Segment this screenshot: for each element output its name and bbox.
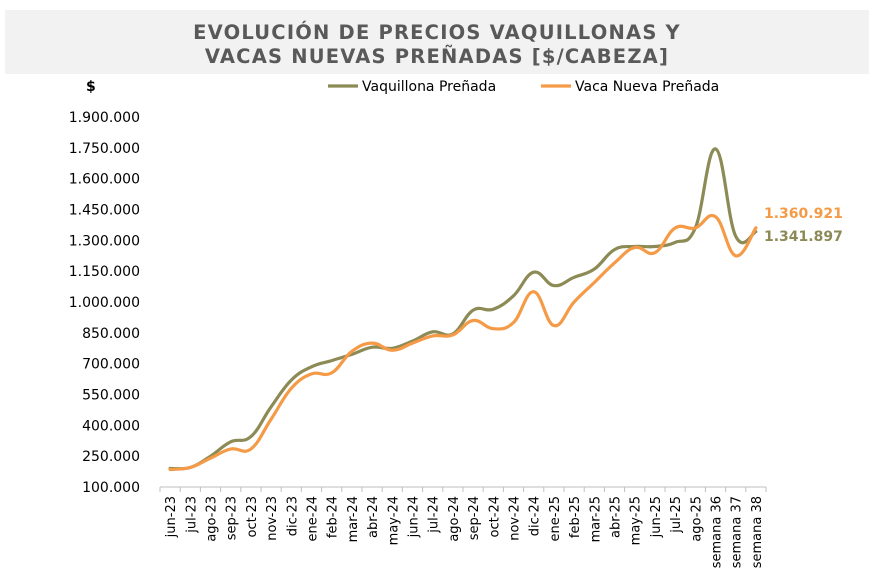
x-tick-label: jun-24 [407,496,422,538]
legend-label: Vaca Nueva Preñada [575,79,719,95]
y-tick-label: 1.450.000 [69,203,140,219]
series-line-vaca-nueva-prenada [168,213,758,472]
chart-title-line-2: VACAS NUEVAS PREÑADAS [$/CABEZA] [204,45,670,68]
x-tick-label: semana 36 [710,496,725,568]
x-tick-label: oct-24 [487,496,502,537]
x-tick-label: may-24 [386,496,401,545]
x-tick-label: nov-23 [265,496,280,541]
x-tick-label: abr-25 [609,496,624,538]
x-tick-label: sep-24 [467,496,482,540]
x-tick-label: jun-25 [649,496,664,538]
y-tick-label: 850.000 [82,326,140,342]
x-tick-label: jul-23 [184,496,199,534]
y-tick-label: 700.000 [82,357,140,373]
x-tick-label: oct-23 [245,496,260,537]
y-tick-label: 1.300.000 [69,233,140,249]
end-label-vaca-nueva-prenada: 1.360.921 [764,206,843,222]
series-layer [168,147,758,472]
y-tick-label: 1.750.000 [69,141,140,157]
x-tick-label: abr-24 [366,496,381,538]
x-tick-label: feb-24 [326,496,341,538]
x-tick-label: ene-25 [548,496,563,541]
x-tick-label: semana 37 [730,496,745,568]
y-tick-label: 100.000 [82,480,140,496]
y-tick-label: 1.150.000 [69,264,140,280]
y-axis-unit-label: $ [86,79,96,95]
x-tick-label: feb-25 [568,496,583,538]
end-labels: 1.360.921 1.341.897 [764,206,843,245]
chart-title-line-1: EVOLUCIÓN DE PRECIOS VAQUILLONAS Y [193,21,681,44]
x-tick-label: ago-23 [205,496,220,542]
x-tick-label: mar-24 [346,496,361,542]
x-tick-label: dic-23 [285,496,300,536]
y-tick-label: 1.000.000 [69,295,140,311]
end-label-vaquillona-prenada: 1.341.897 [764,229,843,245]
y-tick-label: 1.900.000 [69,110,140,126]
x-tick-label: may-25 [629,496,644,545]
chart-title-band: EVOLUCIÓN DE PRECIOS VAQUILLONAS Y VACAS… [5,10,869,74]
x-tick-label: semana 38 [750,496,765,568]
y-tick-label: 400.000 [82,418,140,434]
y-tick-label: 1.600.000 [69,172,140,188]
x-tick-label: ene-24 [306,496,321,541]
x-tick-label: jul-24 [427,496,442,534]
x-tick-label: sep-23 [225,496,240,540]
legend: Vaquillona Preñada Vaca Nueva Preñada [328,79,719,95]
y-axis-ticks: 100.000 250.000 400.000 550.000 700.000 850.0… [69,110,140,496]
series-line-vaquillona-prenada [168,147,758,471]
x-tick-label: nov-24 [508,496,523,541]
y-tick-label: 250.000 [82,449,140,465]
x-tick-label: dic-24 [528,496,543,536]
x-tick-label: ago-25 [689,496,704,542]
x-tick-label: jul-25 [669,496,684,534]
x-tick-label: ago-24 [447,496,462,542]
x-tick-label: mar-25 [588,496,603,542]
legend-label: Vaquillona Preñada [362,79,496,95]
y-tick-label: 550.000 [82,388,140,404]
x-axis-ticks: jun-23 jul-23 ago-23 sep-23 oct-23 nov-23 dic-… [159,487,767,568]
x-tick-label: jun-23 [164,496,179,538]
